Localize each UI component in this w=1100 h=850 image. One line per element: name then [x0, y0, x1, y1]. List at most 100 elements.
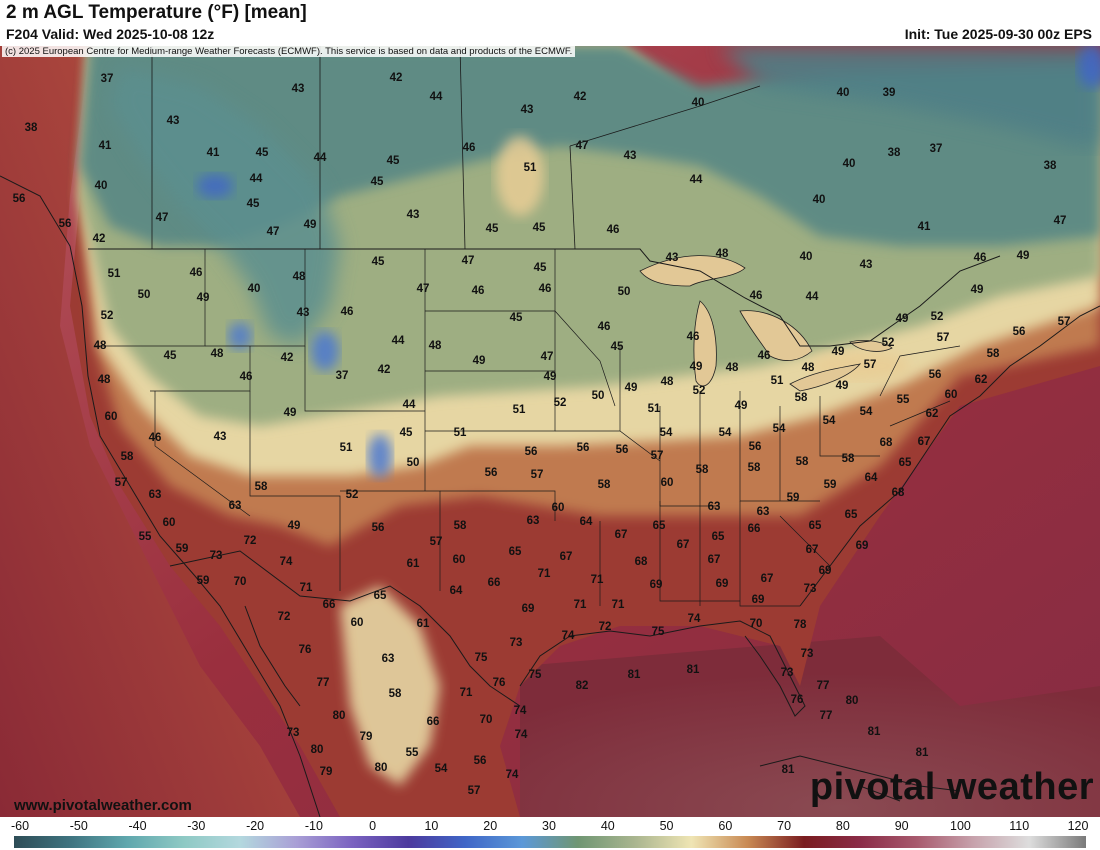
cold-spot-canada: [197, 174, 233, 198]
temperature-label: 46: [190, 267, 203, 279]
temperature-label: 71: [538, 568, 551, 580]
temperature-label: 47: [156, 212, 169, 224]
temperature-label: 69: [650, 579, 663, 591]
temperature-label: 54: [823, 415, 836, 427]
temperature-label: 58: [795, 392, 808, 404]
temperature-label: 43: [292, 83, 305, 95]
temperature-label: 42: [574, 91, 587, 103]
temperature-label: 44: [430, 91, 443, 103]
temperature-label: 76: [299, 644, 312, 656]
temperature-label: 45: [164, 350, 177, 362]
temperature-label: 69: [716, 578, 729, 590]
temperature-label: 74: [515, 729, 528, 741]
temperature-label: 56: [59, 218, 72, 230]
colorbar-tick: 40: [600, 819, 615, 833]
temperature-label: 49: [971, 284, 984, 296]
temperature-label: 54: [660, 427, 673, 439]
website-url[interactable]: www.pivotalweather.com: [14, 797, 192, 814]
temperature-label: 80: [333, 710, 346, 722]
temperature-label: 74: [688, 613, 701, 625]
canada-cool: [720, 46, 1100, 146]
temperature-label: 58: [796, 456, 809, 468]
temperature-label: 49: [288, 520, 301, 532]
temperature-label: 47: [1054, 215, 1067, 227]
temperature-label: 57: [651, 450, 664, 462]
temperature-label: 81: [687, 664, 700, 676]
mexico-border: [169, 550, 521, 707]
temperature-label: 49: [625, 382, 638, 394]
temperature-label: 49: [197, 292, 210, 304]
temperature-label: 56: [1013, 326, 1026, 338]
temperature-label: 51: [771, 375, 784, 387]
temperature-label: 69: [819, 565, 832, 577]
colorbar-tick: -10: [304, 819, 323, 833]
temperature-label: 56: [13, 193, 26, 205]
temperature-label: 81: [868, 726, 881, 738]
temperature-label: 42: [378, 364, 391, 376]
mexico-plateau: [340, 586, 440, 786]
temperature-label: 60: [105, 411, 118, 423]
temperature-label: 52: [554, 397, 567, 409]
temperature-label: 48: [429, 340, 442, 352]
temperature-label: 73: [801, 648, 814, 660]
temperature-label: 60: [453, 554, 466, 566]
temperature-label: 48: [802, 362, 815, 374]
temperature-label: 57: [430, 536, 443, 548]
temperature-label: 51: [108, 268, 121, 280]
temperature-label: 58: [696, 464, 709, 476]
temperature-label: 45: [486, 223, 499, 235]
temperature-label: 46: [149, 432, 162, 444]
temperature-label: 40: [843, 158, 856, 170]
temperature-label: 69: [522, 603, 535, 615]
temperature-label: 66: [323, 599, 336, 611]
temperature-label: 45: [247, 198, 260, 210]
temperature-label: 37: [336, 370, 349, 382]
temperature-label: 46: [463, 142, 476, 154]
temperature-label: 59: [197, 575, 210, 587]
temperature-label: 56: [485, 467, 498, 479]
temperature-label: 40: [800, 251, 813, 263]
cold-spot-wyoming: [311, 331, 339, 371]
valid-time: F204 Valid: Wed 2025-10-08 12z: [6, 26, 215, 42]
temperature-label: 65: [712, 531, 725, 543]
temperature-label: 61: [417, 618, 430, 630]
temperature-label: 73: [781, 667, 794, 679]
temperature-label: 59: [824, 479, 837, 491]
temperature-label: 43: [624, 150, 637, 162]
temperature-label: 44: [392, 335, 405, 347]
temperature-label: 56: [749, 441, 762, 453]
temperature-label: 46: [472, 285, 485, 297]
colorbar-tick: 50: [659, 819, 674, 833]
gulf-caribbean: [520, 636, 1100, 817]
temperature-label: 46: [607, 224, 620, 236]
temperature-label: 48: [94, 340, 107, 352]
temperature-label: 70: [234, 576, 247, 588]
temperature-label: 72: [599, 621, 612, 633]
temperature-label: 54: [719, 427, 732, 439]
temperature-label: 80: [846, 695, 859, 707]
temperature-label: 65: [653, 520, 666, 532]
temperature-label: 71: [591, 574, 604, 586]
temperature-label: 74: [506, 769, 519, 781]
temperature-label: 68: [892, 487, 905, 499]
temperature-label: 71: [574, 599, 587, 611]
temperature-label: 52: [931, 311, 944, 323]
temperature-label: 47: [267, 226, 280, 238]
temperature-label: 75: [475, 652, 488, 664]
temperature-label: 58: [255, 481, 268, 493]
temperature-label: 42: [390, 72, 403, 84]
temperature-label: 63: [708, 501, 721, 513]
temperature-label: 45: [533, 222, 546, 234]
temperature-label: 71: [300, 582, 313, 594]
colorbar-tick: 60: [718, 819, 733, 833]
temperature-label: 67: [918, 436, 931, 448]
temperature-label: 73: [287, 727, 300, 739]
temperature-label: 60: [552, 502, 565, 514]
temperature-map[interactable]: 37 42 43 44 42 43 40 40 39 38 43 41 41 45 44 45 46 47 43 38…: [0, 46, 1100, 817]
temperature-label: 43: [666, 252, 679, 264]
temperature-label: 67: [806, 544, 819, 556]
temperature-label: 48: [661, 376, 674, 388]
temperature-label: 52: [693, 385, 706, 397]
colorbar-tick: -40: [128, 819, 147, 833]
